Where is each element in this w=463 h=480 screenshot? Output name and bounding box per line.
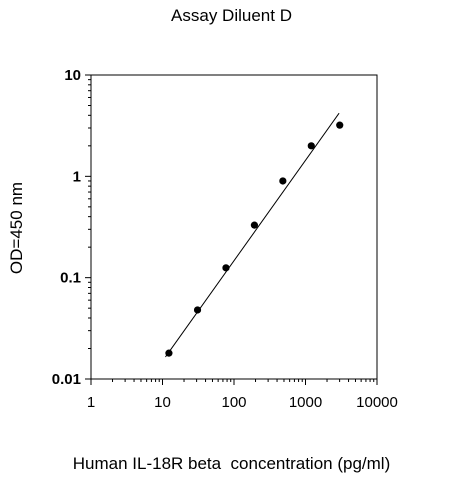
- y-tick-label: 10: [64, 67, 81, 84]
- data-point-5: [279, 177, 287, 185]
- fit-line: [165, 112, 340, 358]
- data-point-6: [307, 142, 315, 150]
- data-points: [165, 121, 344, 357]
- fit-line-group: [165, 112, 340, 358]
- data-point-4: [250, 221, 259, 229]
- x-tick-label: 10000: [356, 394, 398, 411]
- y-tick-label: 1: [73, 168, 81, 185]
- y-tick-label: 0.01: [52, 371, 81, 388]
- x-tick-label: 1: [87, 394, 95, 411]
- x-axis-label: Human IL-18R beta concentration (pg/ml): [72, 454, 391, 473]
- data-point-1: [165, 349, 173, 357]
- x-tick-label: 100: [221, 394, 246, 411]
- data-point-3: [222, 264, 230, 272]
- x-tick-label: 10: [154, 394, 171, 411]
- chart-title: Assay Diluent D: [171, 6, 292, 25]
- y-axis-label: OD=450 nm: [7, 181, 26, 275]
- y-tick-label: 0.1: [60, 270, 81, 287]
- x-tick-label: 1000: [289, 394, 322, 411]
- y-axis-ticks: 0.01 0.1 1 10: [52, 67, 91, 388]
- data-point-7: [336, 121, 344, 129]
- data-point-2: [193, 306, 202, 314]
- x-axis-ticks: 1 10 100 1000 10000: [87, 379, 398, 411]
